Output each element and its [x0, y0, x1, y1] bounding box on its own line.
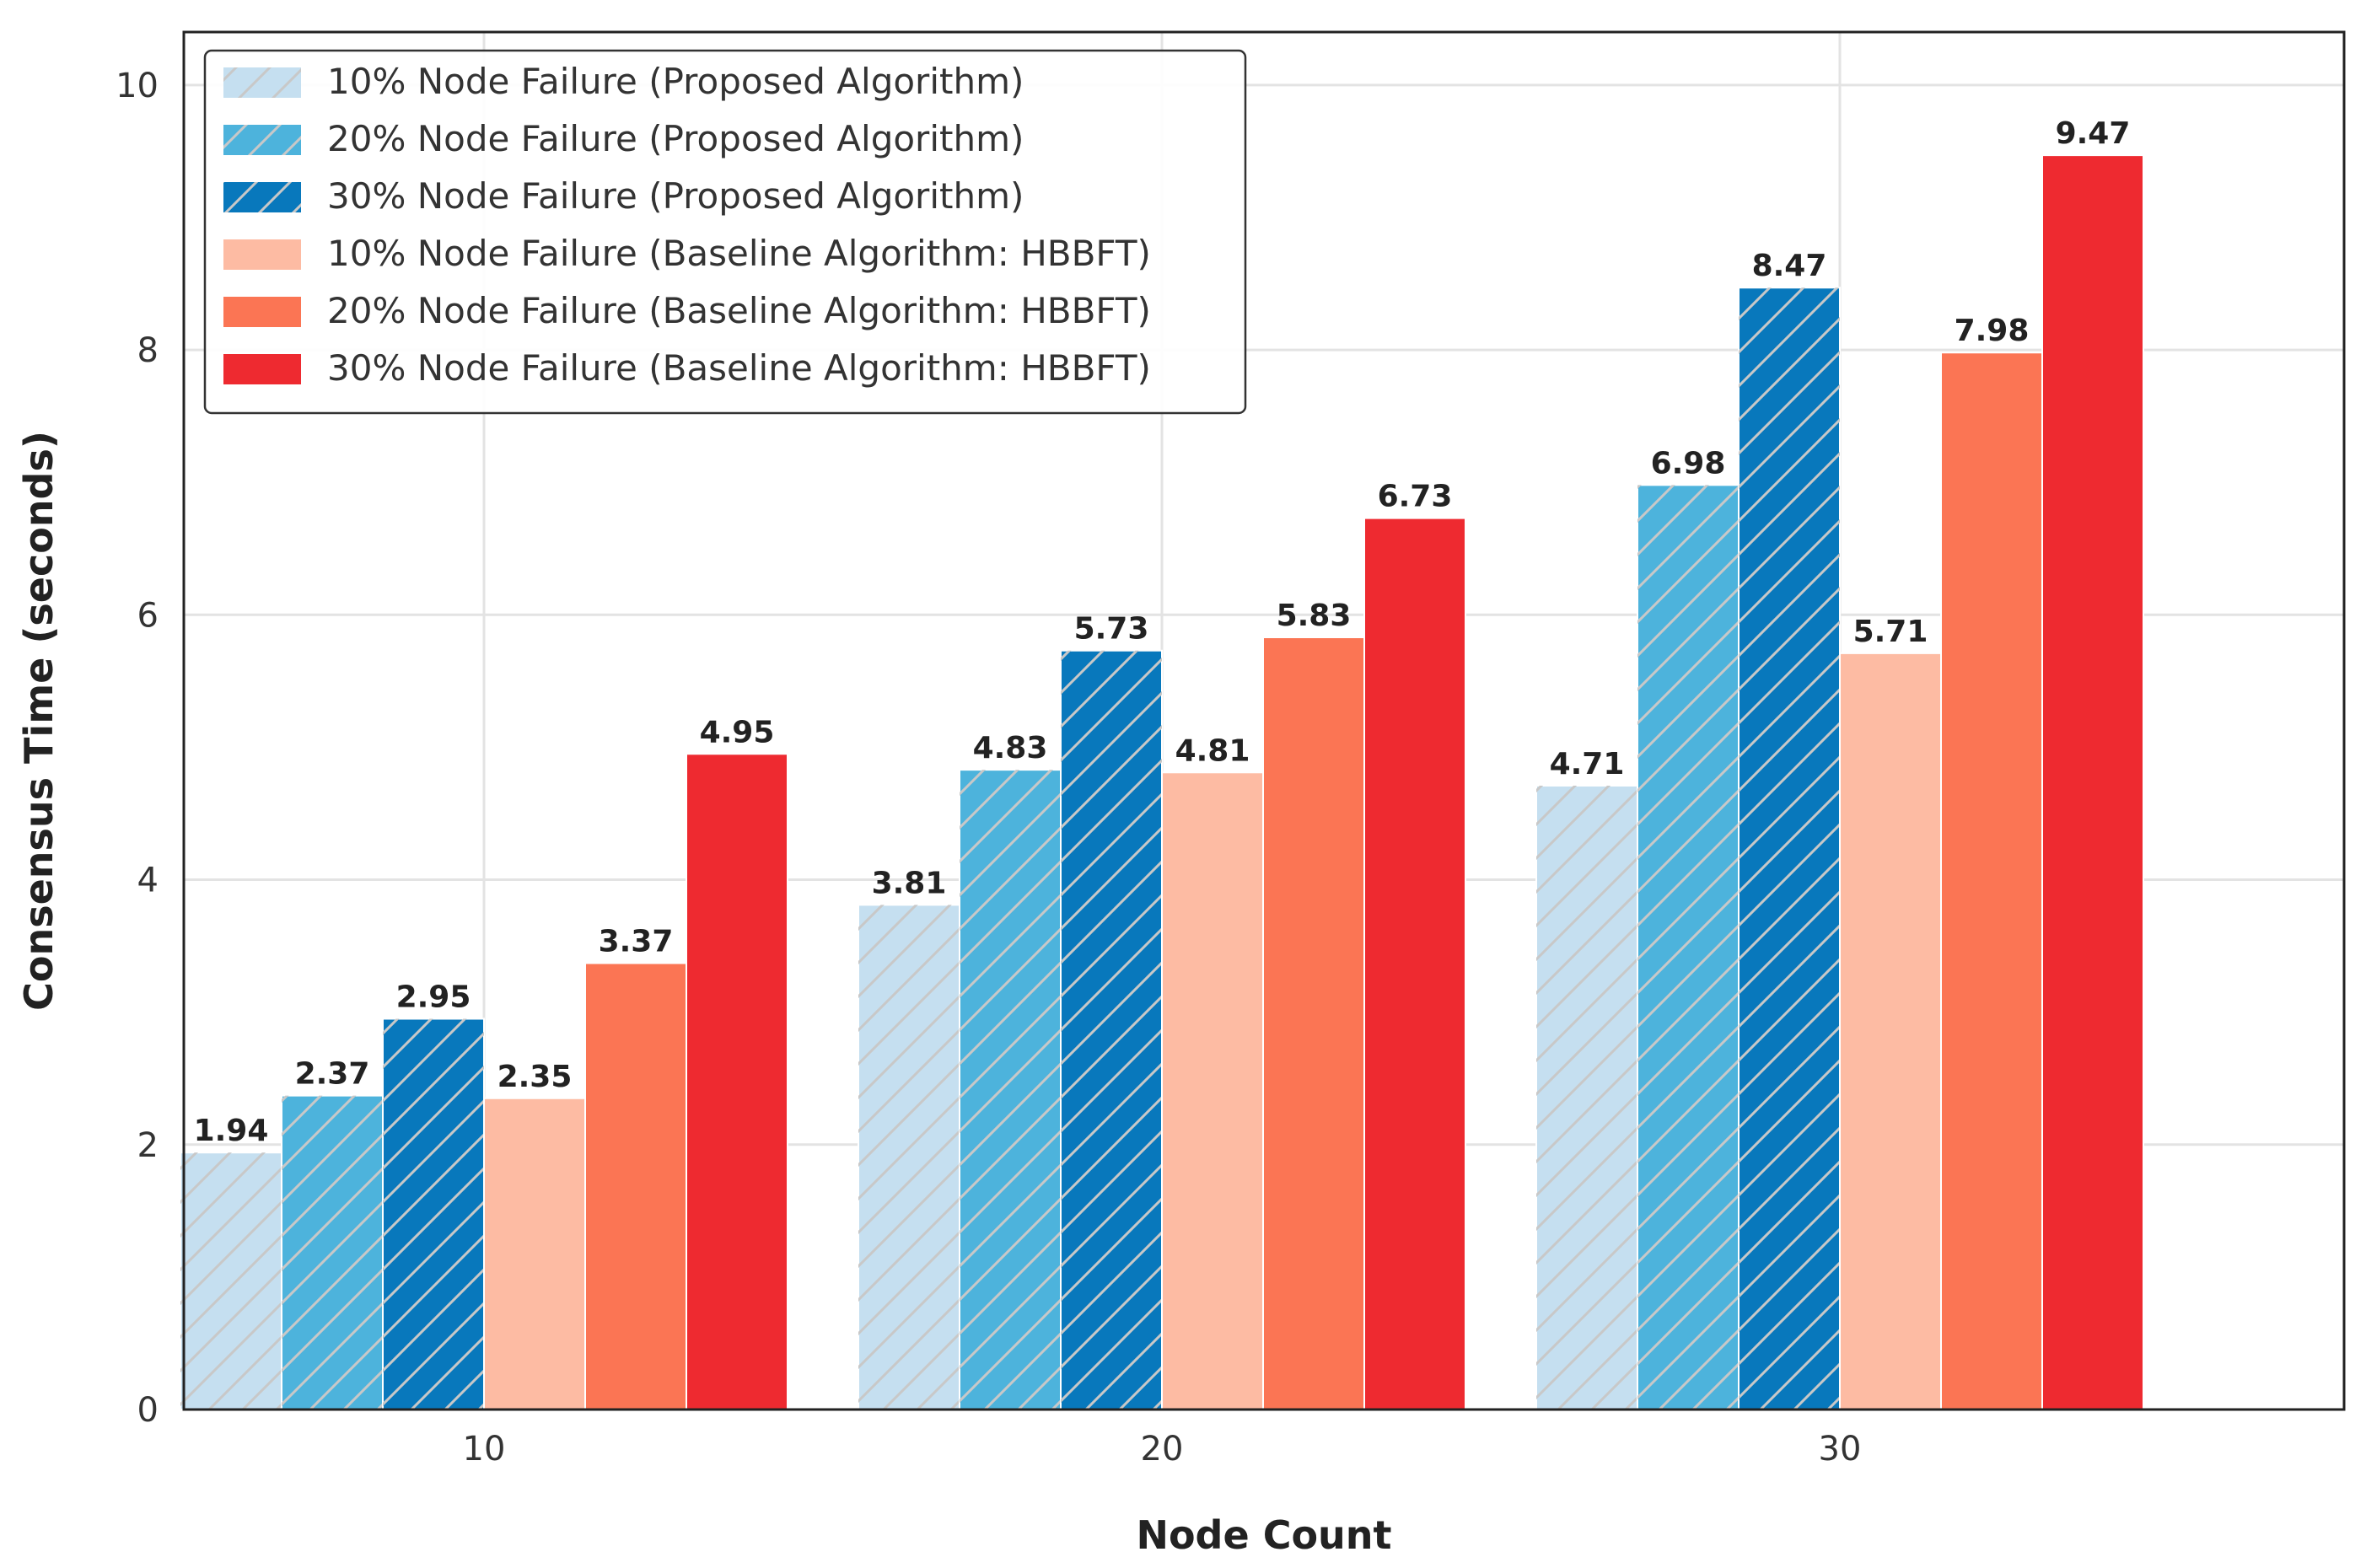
bar-hatch [282, 1095, 383, 1410]
bar-hatch [1637, 485, 1739, 1410]
bar-value-label: 8.47 [1752, 249, 1827, 283]
legend-entry-label: 10% Node Failure (Proposed Algorithm) [327, 61, 1024, 102]
legend-swatch [223, 297, 301, 327]
legend-swatch [223, 239, 301, 270]
legend-entry-label: 20% Node Failure (Baseline Algorithm: HB… [327, 290, 1151, 331]
x-tick-label: 30 [1819, 1430, 1862, 1469]
x-axis-title: Node Count [1136, 1512, 1391, 1558]
bar [1940, 352, 2043, 1410]
legend-entry-label: 20% Node Failure (Proposed Algorithm) [327, 118, 1024, 159]
y-tick-label: 4 [137, 862, 159, 900]
bar [1839, 652, 1942, 1410]
bar [686, 753, 788, 1410]
bar-hatch [383, 1018, 484, 1410]
bar-value-label: 4.83 [973, 731, 1048, 765]
bar-hatch [960, 770, 1061, 1410]
bar-value-label: 9.47 [2056, 116, 2131, 151]
bar-value-label: 5.83 [1277, 599, 1352, 633]
bar-value-label: 5.71 [1853, 615, 1928, 649]
bar-hatch [858, 905, 960, 1410]
bar-value-label: 4.71 [1550, 747, 1625, 781]
bar-value-label: 6.73 [1378, 480, 1453, 514]
bar-value-label: 3.37 [599, 925, 674, 959]
legend-entry-label: 10% Node Failure (Baseline Algorithm: HB… [327, 233, 1151, 274]
bar-value-label: 5.73 [1074, 612, 1149, 647]
y-tick-label: 6 [137, 596, 159, 635]
bar-value-label: 2.35 [497, 1060, 573, 1094]
bar [483, 1097, 586, 1410]
legend-swatch [223, 354, 301, 384]
bar [1262, 636, 1365, 1410]
legend-swatch-hatch [223, 182, 301, 212]
y-axis-title: Consensus Time (seconds) [16, 431, 62, 1011]
legend-entry-label: 30% Node Failure (Baseline Algorithm: HB… [327, 347, 1151, 389]
bar-hatch [1739, 287, 1840, 1410]
bar-value-label: 6.98 [1651, 446, 1726, 481]
y-tick-label: 2 [137, 1126, 159, 1165]
bar-layer [180, 154, 2144, 1411]
bar-label-layer: 1.94 3.81 4.71 2.37 4.83 6.98 2.95 5.73 8.47 2.35… [194, 116, 2131, 1148]
bar [2041, 154, 2144, 1410]
legend-box [203, 49, 1247, 415]
legend-swatch-hatch [223, 125, 301, 155]
bar-value-label: 2.95 [396, 980, 471, 1015]
bar-hatch [180, 1152, 282, 1410]
bar [1161, 771, 1264, 1410]
bar-value-label: 3.81 [872, 866, 947, 900]
legend-swatch-hatch [223, 67, 301, 98]
x-tick-label: 10 [463, 1430, 506, 1469]
bar-hatch [1061, 650, 1162, 1410]
x-tick-label: 20 [1141, 1430, 1184, 1469]
bar-value-label: 2.37 [295, 1057, 370, 1092]
axis-layer: 0 2 4 6 8 10 10 20 30 [116, 67, 1861, 1469]
bar [584, 962, 687, 1410]
y-tick-label: 8 [137, 331, 159, 370]
bar-value-label: 7.98 [1955, 314, 2030, 348]
plot-frame [182, 30, 2346, 1411]
bar [1363, 517, 1466, 1411]
y-tick-label: 10 [116, 67, 159, 105]
legend: 10% Node Failure (Proposed Algorithm) 20%… [203, 49, 1247, 415]
bar-hatch [1536, 785, 1637, 1410]
y-tick-label: 0 [137, 1391, 159, 1430]
bar-value-label: 4.81 [1175, 733, 1250, 768]
bar-value-label: 4.95 [700, 715, 775, 749]
bar-value-label: 1.94 [194, 1114, 269, 1148]
legend-entry-label: 30% Node Failure (Proposed Algorithm) [327, 175, 1024, 217]
